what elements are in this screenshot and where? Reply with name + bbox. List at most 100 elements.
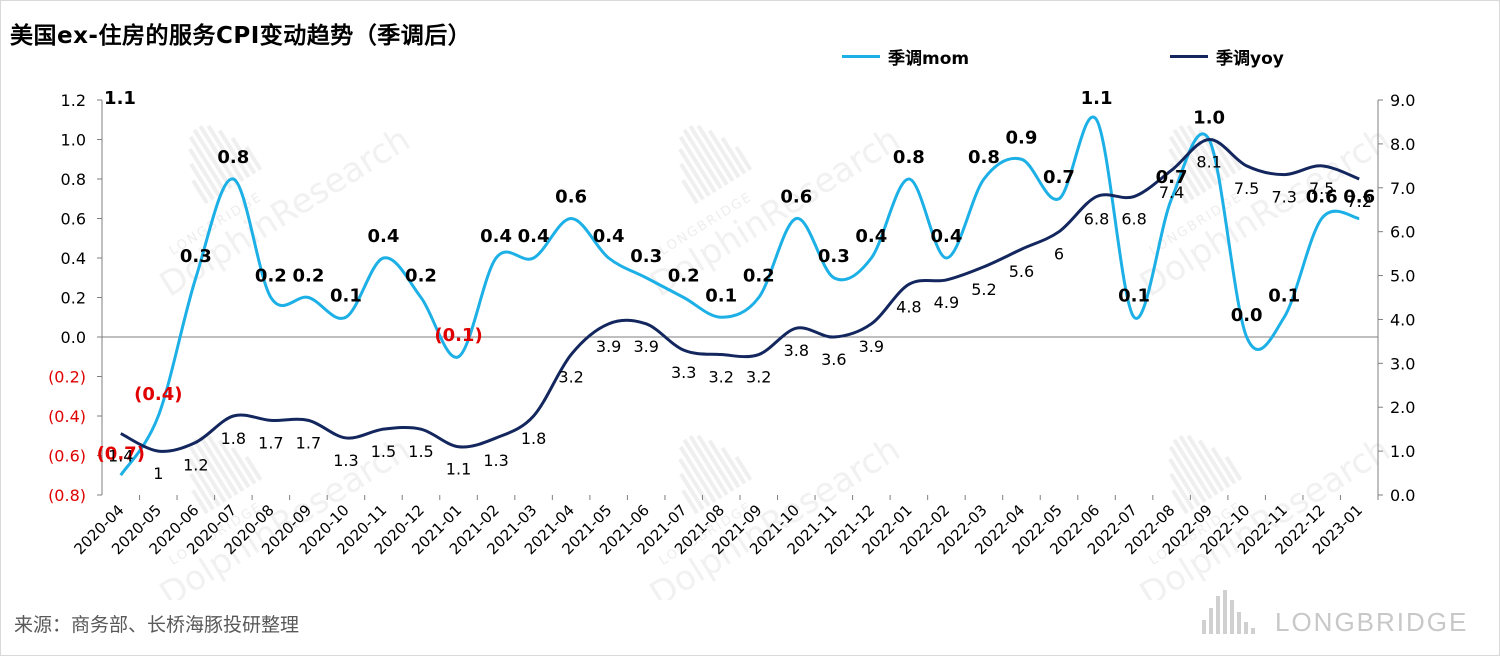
legend-label-mom: 季调mom bbox=[888, 49, 970, 69]
watermark-bar bbox=[1169, 162, 1195, 201]
data-label-mom: 0.3 bbox=[180, 246, 212, 267]
data-label-yoy: 4.8 bbox=[896, 297, 921, 316]
left-tick-label: 0.6 bbox=[61, 210, 86, 229]
data-label-mom: 0.1 bbox=[1118, 285, 1150, 306]
watermark-bar bbox=[1168, 148, 1201, 197]
watermark-bar bbox=[1210, 446, 1237, 485]
watermark-bar bbox=[1168, 445, 1207, 504]
right-tick-label: 8.0 bbox=[1390, 135, 1415, 154]
watermark-bar bbox=[1172, 128, 1213, 190]
watermark-bar bbox=[192, 438, 233, 500]
watermark-bar bbox=[678, 148, 711, 197]
watermark-bar bbox=[244, 455, 263, 481]
data-label-mom: 0.6 bbox=[555, 187, 587, 208]
watermark-bar bbox=[682, 128, 723, 190]
watermark-bar bbox=[707, 439, 741, 489]
watermark-bars bbox=[188, 124, 263, 205]
data-label-mom: 0.3 bbox=[818, 246, 850, 267]
watermark-bars bbox=[188, 434, 263, 515]
watermark-bar bbox=[1210, 136, 1237, 175]
watermark-bar bbox=[720, 446, 747, 485]
data-label-yoy: 1.5 bbox=[371, 442, 396, 461]
data-label-mom: 0.4 bbox=[855, 226, 887, 247]
data-label-mom: 0.4 bbox=[480, 226, 512, 247]
watermark-bars bbox=[1168, 434, 1243, 515]
watermark-bar bbox=[696, 124, 735, 182]
right-tick-label: 0.0 bbox=[1390, 486, 1415, 505]
watermark-bar bbox=[1171, 489, 1189, 515]
data-label-yoy: 1.2 bbox=[183, 455, 208, 474]
watermark-bar bbox=[230, 136, 257, 175]
watermark-bar bbox=[678, 458, 711, 507]
legend-item-mom: 季调mom bbox=[842, 44, 969, 69]
watermark-bar bbox=[734, 455, 753, 481]
watermark-bar bbox=[1178, 125, 1219, 186]
watermark-bars bbox=[678, 434, 753, 515]
data-label-yoy: 1.8 bbox=[521, 429, 546, 448]
left-tick-label: 1.0 bbox=[61, 131, 86, 150]
watermark-bar bbox=[696, 434, 735, 492]
data-label-yoy: 6 bbox=[1054, 245, 1064, 264]
data-label-mom: 0.2 bbox=[743, 266, 775, 287]
data-label-yoy: 1.5 bbox=[408, 442, 433, 461]
watermark-bar bbox=[678, 135, 717, 194]
data-label-mom: 0.0 bbox=[1231, 305, 1263, 326]
right-tick-label: 5.0 bbox=[1390, 267, 1415, 286]
watermark-bar bbox=[688, 125, 729, 186]
watermark-text: DolphinResearch bbox=[1133, 119, 1397, 305]
right-tick-label: 6.0 bbox=[1390, 223, 1415, 242]
right-tick-label: 7.0 bbox=[1390, 179, 1415, 198]
data-labels: (0.7)(0.4)0.30.80.2 0.20.10.40.2(0.1)0.4 0… bbox=[97, 88, 1376, 483]
watermark-bar bbox=[681, 179, 699, 205]
watermark-bar bbox=[707, 129, 741, 179]
data-label-yoy: 3.2 bbox=[746, 368, 771, 387]
data-label-mom: (0.4) bbox=[134, 384, 182, 405]
data-label-mom: 0.9 bbox=[1006, 127, 1038, 148]
brand-logo-icon bbox=[1202, 590, 1255, 634]
watermark-bar bbox=[198, 435, 239, 496]
data-label-mom: 1.0 bbox=[1193, 108, 1225, 129]
right-tick-label: 9.0 bbox=[1390, 91, 1415, 110]
data-label-mom: 0.4 bbox=[930, 226, 962, 247]
right-tick-label: 2.0 bbox=[1390, 398, 1415, 417]
left-tick-label: 1.2 bbox=[61, 91, 86, 110]
left-tick-label: 0.8 bbox=[61, 170, 86, 189]
data-label-yoy: 7.4 bbox=[1159, 183, 1184, 202]
data-label-yoy: 7.5 bbox=[1234, 179, 1259, 198]
left-tick-label: (0.4) bbox=[48, 407, 86, 426]
data-label-mom: (0.7) bbox=[97, 443, 145, 464]
data-label-yoy: 6.8 bbox=[1084, 210, 1109, 229]
data-label-mom: 0.4 bbox=[518, 226, 550, 247]
data-label-mom: 0.7 bbox=[1156, 167, 1188, 188]
data-label-yoy: 1.3 bbox=[483, 451, 508, 470]
watermark-bar bbox=[244, 145, 263, 171]
watermark-bar bbox=[1172, 438, 1213, 500]
data-label-yoy: 5.6 bbox=[1009, 262, 1034, 281]
watermark-bar bbox=[230, 446, 257, 485]
legend-label-yoy: 季调yoy bbox=[1216, 49, 1284, 69]
legend-swatch-mom bbox=[842, 55, 880, 58]
right-tick-label: 4.0 bbox=[1390, 310, 1415, 329]
left-tick-label: (0.2) bbox=[48, 368, 86, 387]
data-label-yoy: 7.2 bbox=[1347, 192, 1372, 211]
data-label-mom: 0.1 bbox=[1268, 285, 1300, 306]
data-label-mom: 0.6 bbox=[1306, 187, 1338, 208]
chart-title: 美国ex-住房的服务CPI变动趋势（季调后） bbox=[10, 23, 472, 49]
watermark-bar bbox=[189, 472, 215, 511]
data-label-mom: 0.8 bbox=[893, 147, 925, 168]
data-label-extra: 1.1 bbox=[104, 88, 136, 109]
data-label-yoy: 1 bbox=[153, 464, 163, 483]
watermark-bar bbox=[734, 145, 753, 171]
data-label-yoy: 6.8 bbox=[1121, 210, 1146, 229]
data-label-mom: 1.1 bbox=[1081, 88, 1113, 109]
watermark-bar bbox=[1197, 439, 1231, 489]
data-label-yoy: 4.9 bbox=[934, 293, 959, 312]
data-label-yoy: 7.3 bbox=[1271, 188, 1296, 207]
watermark-bar bbox=[1168, 458, 1201, 507]
data-label-mom: 0.2 bbox=[255, 266, 287, 287]
data-label-yoy: 5.2 bbox=[971, 280, 996, 299]
left-tick-label: 0.4 bbox=[61, 249, 86, 268]
data-label-mom: 0.1 bbox=[330, 285, 362, 306]
watermark-bar bbox=[688, 435, 729, 496]
